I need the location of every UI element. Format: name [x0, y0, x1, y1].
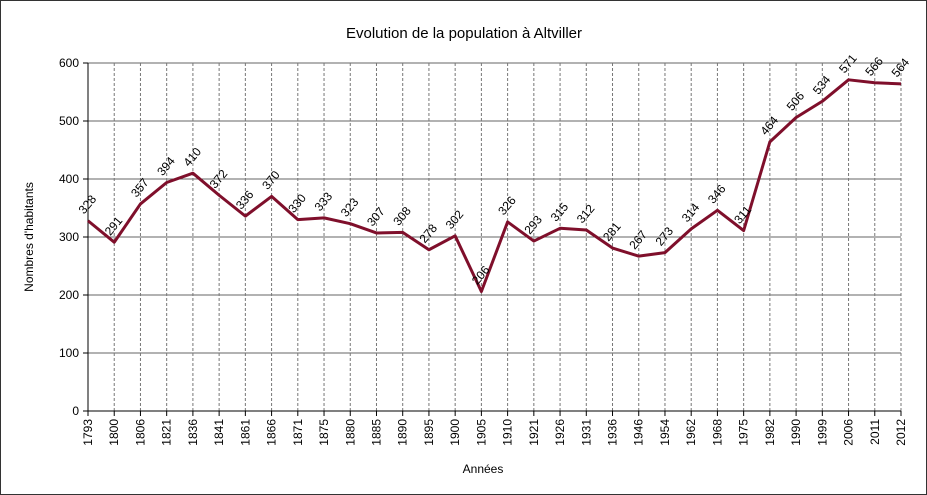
data-label: 506 [784, 89, 808, 114]
x-tick-label: 1806 [133, 419, 147, 446]
series-line [87, 78, 902, 294]
y-axis-label: Nombres d'habitants [22, 182, 36, 292]
x-tick-label: 1954 [658, 419, 672, 446]
x-tick-label: 1910 [501, 419, 515, 446]
data-label: 312 [574, 201, 598, 226]
x-tick-label: 1871 [291, 419, 305, 446]
x-tick-label: 1875 [317, 419, 331, 446]
x-axis-label: Années [463, 462, 504, 476]
data-label: 328 [76, 192, 100, 217]
x-tick-label: 2012 [894, 419, 908, 446]
x-tick-label: 1821 [160, 419, 174, 446]
x-tick-label: 1890 [396, 419, 410, 446]
data-label: 302 [443, 207, 467, 232]
data-label: 333 [312, 189, 336, 214]
y-tick-label: 600 [59, 56, 79, 70]
data-label: 394 [154, 154, 178, 179]
x-tick-label: 2011 [868, 419, 882, 445]
x-tick-label: 1800 [107, 419, 121, 446]
data-label: 566 [862, 54, 886, 79]
x-tick-label: 1999 [815, 419, 829, 446]
x-tick-label: 1861 [238, 419, 252, 446]
data-label: 410 [180, 145, 204, 170]
x-tick-label: 1990 [789, 419, 803, 446]
y-tick-label: 400 [59, 172, 79, 186]
x-tick-label: 1866 [265, 419, 279, 446]
x-tick-label: 1793 [81, 419, 95, 446]
data-label: 315 [548, 200, 572, 225]
x-tick-label: 1841 [212, 419, 226, 446]
x-tick-label: 1982 [763, 419, 777, 446]
x-tick-label: 1895 [422, 419, 436, 446]
y-tick-label: 100 [59, 346, 79, 360]
x-tick-label: 1880 [343, 419, 357, 446]
x-tick-label: 1975 [737, 419, 751, 446]
x-tick-label: 1962 [684, 419, 698, 446]
y-tick-label: 200 [59, 288, 79, 302]
x-tick-label: 1836 [186, 419, 200, 446]
data-label: 346 [705, 182, 729, 207]
data-label: 307 [364, 204, 388, 229]
data-label: 267 [626, 227, 650, 252]
x-tick-label: 1968 [710, 419, 724, 446]
data-label: 370 [259, 168, 283, 193]
data-label: 308 [390, 204, 414, 229]
x-tick-label: 1900 [448, 419, 462, 446]
data-label: 571 [836, 51, 860, 76]
data-label: 326 [495, 193, 519, 218]
x-tick-label: 1926 [553, 419, 567, 446]
x-tick-label: 1931 [579, 419, 593, 446]
data-label: 564 [889, 55, 913, 80]
x-tick-label: 1921 [527, 419, 541, 446]
x-tick-label: 1946 [632, 419, 646, 446]
x-tick-label: 1936 [606, 419, 620, 446]
x-tick-label: 1885 [369, 419, 383, 446]
chart-title: Evolution de la population à Altviller [346, 25, 582, 42]
y-tick-label: 300 [59, 230, 79, 244]
y-tick-label: 0 [72, 404, 79, 418]
x-tick-label: 2006 [842, 419, 856, 446]
data-label: 278 [417, 221, 441, 246]
y-tick-label: 500 [59, 114, 79, 128]
data-label: 323 [338, 195, 362, 220]
data-label: 314 [679, 200, 703, 225]
x-tick-label: 1905 [474, 419, 488, 446]
